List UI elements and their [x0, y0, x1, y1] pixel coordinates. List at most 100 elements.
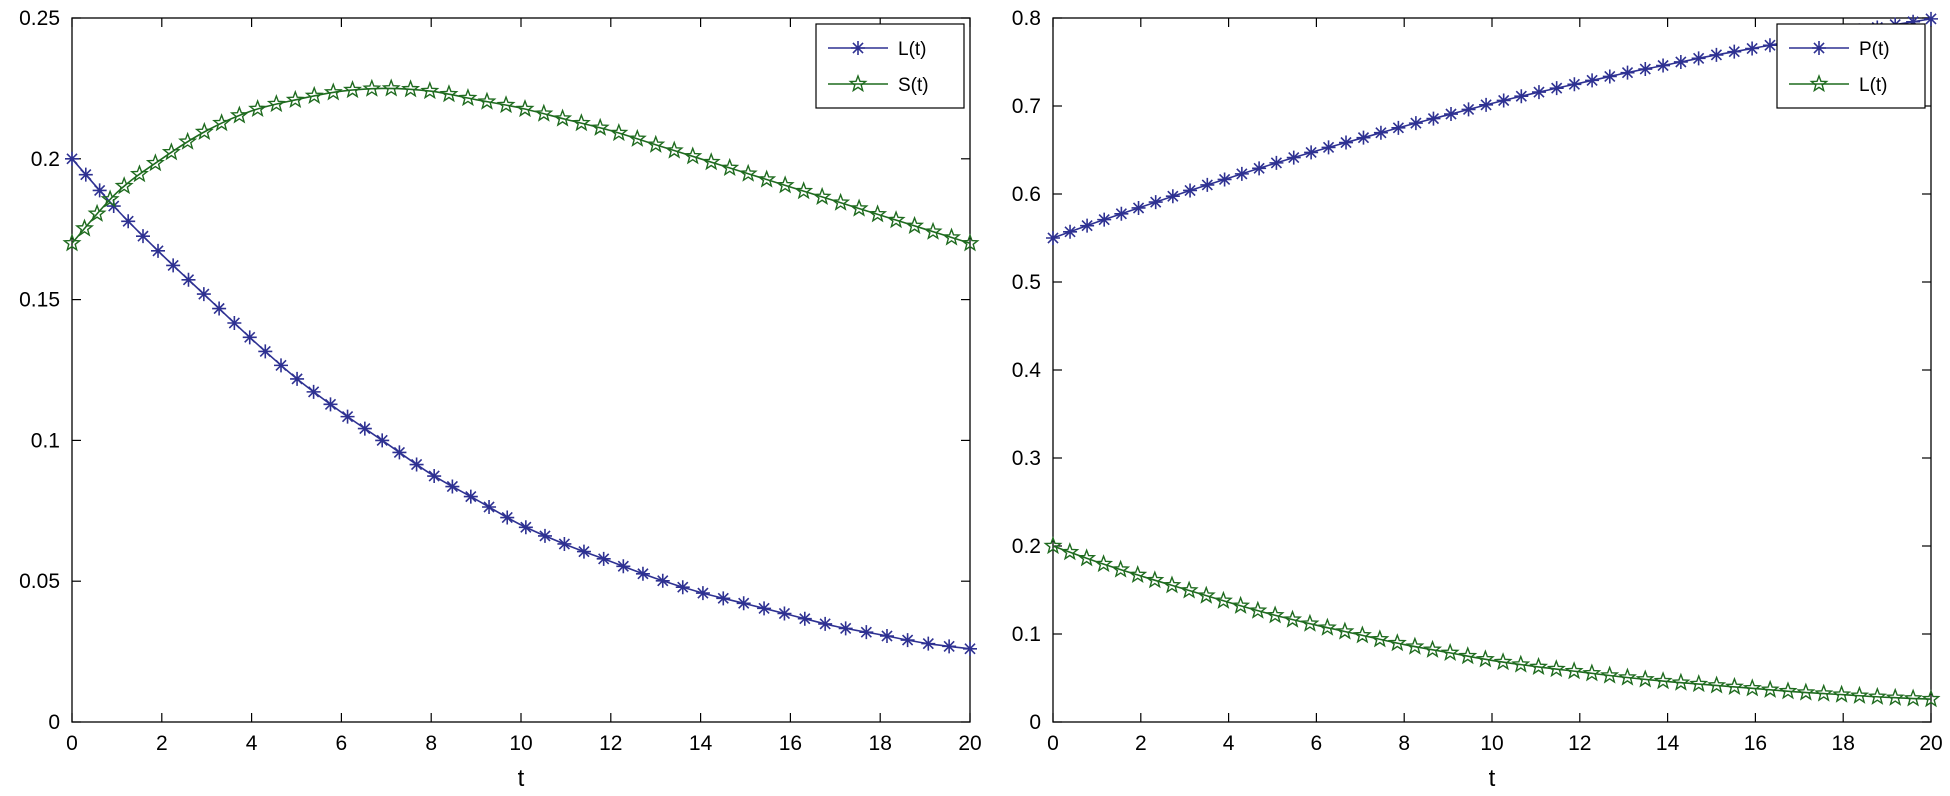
- data-point: [458, 88, 478, 107]
- data-point: [576, 544, 591, 559]
- data-point: [248, 98, 268, 118]
- data-point: [1546, 659, 1566, 678]
- data-point: [720, 157, 740, 177]
- data-point: [923, 221, 943, 240]
- data-point: [664, 140, 684, 159]
- data-point: [515, 99, 535, 118]
- x-tick-label: 2: [1135, 732, 1147, 755]
- x-tick-label: 6: [336, 732, 348, 755]
- data-point: [1339, 135, 1354, 150]
- data-point: [1165, 189, 1180, 204]
- data-point: [427, 469, 442, 484]
- legend-marker: [1809, 73, 1829, 93]
- data-point: [818, 616, 833, 631]
- x-tick-label: 16: [1744, 732, 1767, 755]
- x-tick-label: 20: [1919, 732, 1942, 755]
- data-point: [1423, 639, 1443, 658]
- data-point: [212, 113, 232, 132]
- data-point: [1043, 535, 1063, 555]
- data-point: [1921, 689, 1941, 708]
- y-tick-label: 0.15: [19, 289, 60, 312]
- data-point: [1778, 681, 1798, 700]
- data-point: [1475, 649, 1495, 668]
- data-point: [1760, 679, 1780, 698]
- data-point: [1496, 93, 1511, 108]
- data-point: [1282, 609, 1303, 628]
- y-tick-label: 0.7: [1012, 95, 1041, 118]
- data-point: [1162, 575, 1182, 594]
- data-point: [646, 134, 666, 153]
- x-tick-label: 4: [246, 732, 258, 755]
- data-point: [181, 272, 196, 287]
- data-point: [1391, 120, 1406, 135]
- data-point: [1200, 177, 1215, 192]
- y-tick-label: 0.6: [1012, 183, 1041, 206]
- data-point: [1653, 671, 1673, 690]
- data-point: [609, 122, 629, 142]
- data-point: [1234, 166, 1249, 181]
- data-point: [229, 105, 249, 124]
- data-point: [1128, 564, 1148, 584]
- data-point: [1885, 687, 1905, 706]
- data-point: [1370, 629, 1390, 648]
- data-point: [62, 233, 82, 252]
- data-point: [87, 203, 107, 222]
- data-point: [114, 176, 134, 195]
- data-point: [136, 229, 150, 244]
- data-point: [831, 192, 851, 211]
- data-point: [274, 358, 289, 373]
- data-point: [1814, 683, 1834, 702]
- data-point: [375, 433, 390, 448]
- data-point: [290, 371, 305, 386]
- data-point: [1493, 652, 1513, 671]
- data-point: [1352, 625, 1372, 644]
- data-point: [401, 79, 421, 98]
- data-point: [100, 189, 120, 208]
- y-tick-label: 0.5: [1012, 271, 1041, 294]
- series-markers-0: [1046, 11, 1938, 245]
- data-point: [445, 479, 460, 494]
- series-markers-1: [1043, 535, 1941, 708]
- data-point: [1924, 11, 1938, 26]
- data-point: [463, 489, 478, 504]
- data-point: [409, 457, 424, 472]
- data-point: [92, 183, 107, 198]
- data-point: [1077, 548, 1097, 567]
- legend: L(t) S(t): [815, 23, 965, 109]
- y-tick-label: 0.1: [1012, 623, 1041, 646]
- y-tick-label: 0.3: [1012, 447, 1041, 470]
- y-tick-label: 0.8: [1012, 7, 1041, 30]
- data-point: [1461, 102, 1476, 117]
- data-point: [1097, 212, 1112, 227]
- data-point: [1179, 580, 1199, 599]
- data-point: [357, 421, 372, 436]
- data-point: [1317, 617, 1337, 636]
- data-point: [1269, 155, 1284, 170]
- data-point: [106, 199, 121, 214]
- legend-label: L(t): [898, 39, 927, 60]
- data-point: [1183, 183, 1198, 198]
- data-point: [571, 113, 591, 132]
- data-point: [553, 108, 573, 127]
- x-tick-label: 8: [425, 732, 437, 755]
- data-point: [212, 301, 227, 316]
- data-point: [557, 536, 572, 551]
- data-point: [420, 81, 440, 100]
- axes-box: [1052, 17, 1932, 723]
- data-point: [675, 580, 690, 595]
- data-point: [757, 169, 777, 188]
- data-point: [285, 89, 305, 109]
- legend-marker: [848, 73, 868, 93]
- data-point: [738, 163, 758, 182]
- data-point: [596, 551, 611, 566]
- data-point: [736, 596, 751, 611]
- y-tick-label: 0.2: [31, 148, 60, 171]
- data-point: [1796, 682, 1816, 701]
- data-point: [340, 409, 355, 424]
- x-tick-label: 14: [1656, 732, 1680, 755]
- x-tick-label: 2: [156, 732, 168, 755]
- data-point: [151, 243, 166, 258]
- data-point: [1727, 44, 1742, 59]
- data-point: [1080, 218, 1095, 233]
